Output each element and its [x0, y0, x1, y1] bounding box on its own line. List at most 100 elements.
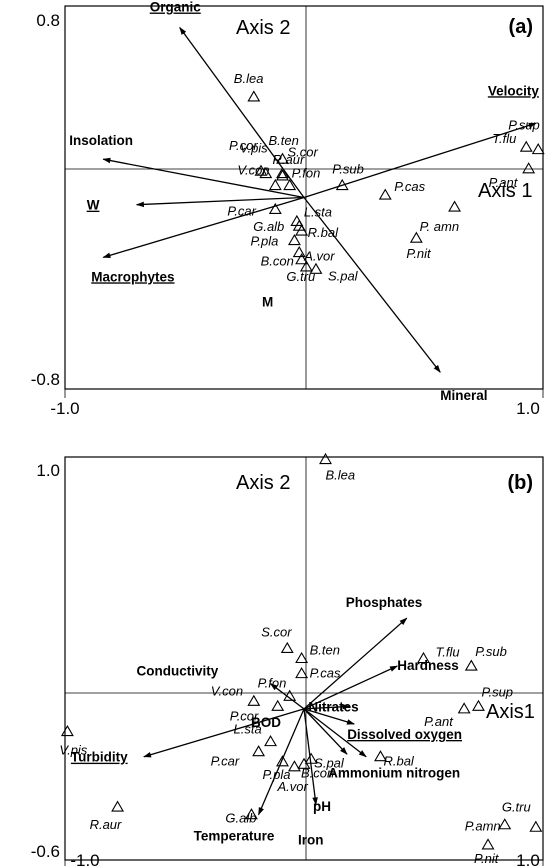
- panel-b-species-label-s-cor: S.cor: [261, 624, 292, 639]
- panel-a-species-point-b-lea: [247, 90, 261, 102]
- panel-b-species-point-p-ant: [457, 702, 471, 714]
- panel-a-frame: [64, 5, 544, 390]
- panel-b-label: (b): [507, 472, 533, 494]
- panel-b-species-label-p-cas: P.cas: [310, 666, 341, 681]
- panel-b-species-point-b-ten: [295, 651, 309, 664]
- panel-a-axis1-label: Axis 1: [478, 180, 532, 202]
- panel-a-vector-mineral: [303, 197, 441, 373]
- panel-b-species-label-b-con: B.con: [301, 765, 334, 780]
- panel-b-species-point-v-con: [247, 694, 261, 706]
- panel-b-vector-hardness: [303, 665, 398, 710]
- panel-a-species-label-b-ten: B.ten: [268, 133, 298, 148]
- panel-a-species-point-r-aur: [276, 169, 289, 181]
- panel-b-vector-conductivity: [269, 683, 305, 710]
- panel-b-species-label-v-pis: V.pis: [59, 743, 87, 758]
- panel-b-species-label-b-lea: B.lea: [326, 468, 356, 483]
- panel-a-species-point-v-pis: [259, 166, 273, 179]
- panel-b-species-label-p-amn: P.amn: [465, 819, 501, 834]
- panel-a-species-point-b-ten: [276, 152, 289, 164]
- panel-b-species-label-p-fon: P.fon: [258, 675, 287, 690]
- panel-a-species-label-s-cor: S.cor: [287, 145, 318, 160]
- panel-a-vector-label-insolation: Insolation: [69, 133, 133, 148]
- panel-b: -1.0 1.0 1.0 -0.6 Axis 2 Axis1 (b) Phosp…: [31, 452, 544, 868]
- panel-b-species-label-g-tru: G.tru: [502, 799, 531, 814]
- panel-a-species-label-v-con: V.con: [237, 163, 269, 178]
- panel-a-xtick-max: 1.0: [516, 399, 540, 418]
- panel-b-species-point-a-vor: [287, 760, 301, 772]
- panel-a-species-label-p-cor: P.cor: [229, 138, 258, 153]
- panel-a-species-point-p-nit: [409, 231, 423, 243]
- panel-b-species-label-p-ant: P.ant: [424, 714, 454, 729]
- panel-b-species-label-r-aur: R.aur: [90, 817, 122, 832]
- panel-b-species-label-b-ten: B.ten: [310, 643, 340, 658]
- panel-a-species-label-p-car: P.car: [227, 203, 256, 218]
- panel-b-species-point-p-cor: [271, 699, 285, 711]
- panel-b-species-point-g-alb: [244, 808, 258, 820]
- panel-a-species-label-p-sub: P.sub: [332, 162, 364, 177]
- panel-a-xtick-min: -1.0: [50, 399, 79, 418]
- panel-b-species-label-g-alb: G.alb: [225, 811, 256, 826]
- panel-a-species-label-a-vor: A.vor: [303, 249, 335, 264]
- panel-b-vector-label-iron: Iron: [298, 833, 324, 848]
- panel-b-species-label-a-vor: A.vor: [276, 779, 308, 794]
- panel-a-species-label-s-pal: S.pal: [328, 268, 359, 283]
- panel-a-species-label-g-alb: G.alb: [253, 219, 284, 234]
- panel-b-species-label-p-car: P.car: [211, 754, 240, 769]
- panel-a-species-point-p-cas: [378, 188, 392, 200]
- panel-a-vector-macrophytes: [102, 196, 305, 258]
- panel-b-vector-label-nitrates: Nitrates: [308, 699, 358, 714]
- panel-b-species-label-p-sup: P.sup: [481, 684, 513, 699]
- panel-b-species-point-t-flu: [417, 651, 430, 664]
- panel-b-xtick-max: 1.0: [516, 851, 540, 868]
- panel-b-species-point-r-bal: [374, 750, 387, 762]
- panel-a-species-label-r-bal: R.bal: [308, 225, 339, 240]
- panel-a-ytick-min: -0.8: [31, 370, 60, 389]
- panel-a-species-label-p-amn: P. amn: [420, 219, 460, 234]
- panel-a-species-point-p-fon: [283, 178, 297, 191]
- panel-a-species-label-p-pla: P.pla: [250, 234, 278, 249]
- panel-b-species-label-p-cor: P.cor: [230, 708, 259, 723]
- panel-a-species-point-p-sub: [335, 178, 349, 191]
- panel-b-vector-turbidity: [143, 708, 305, 758]
- panel-b-species-point-p-nit: [481, 838, 495, 850]
- panel-a-species-label-p-sup: P.sup: [508, 118, 540, 133]
- panel-a-ytick-max: 0.8: [36, 11, 60, 30]
- panel-a-vector-label-w: W: [87, 198, 100, 213]
- panel-a-species-label-g-tru: G.tru: [286, 269, 315, 284]
- panel-b-vectors: Phosphates Hardness Conductivity Nitrates BO…: [71, 595, 462, 847]
- panel-a-species-point-a-vor: [292, 245, 306, 258]
- panel-a-vector-label-macrophytes: Macrophytes: [91, 269, 174, 284]
- panel-b-species-label-p-pla: P.pla: [262, 767, 290, 782]
- panel-b-frame: [64, 456, 544, 861]
- panel-a-species-label-t-flu: T.flu: [492, 131, 516, 146]
- panel-b-species-point-b-con: [297, 757, 311, 769]
- panel-b-species-point-p-fon: [283, 689, 297, 701]
- panel-a-species-label-p-ant: P.ant: [489, 175, 519, 190]
- panel-b-species-point-p-car: [252, 745, 266, 757]
- panel-a-species-point-r-bal: [295, 224, 309, 236]
- panel-a-vector-velocity: [303, 122, 537, 199]
- panel-b-vector-label-phosphates: Phosphates: [346, 595, 423, 610]
- panel-a-species-point-p-car: [268, 202, 282, 215]
- panel-a-species-label-l-sta: L.sta: [304, 204, 332, 219]
- panel-b-vector-ph: [303, 708, 348, 755]
- panel-b-vector-label-temperature: Temperature: [194, 829, 275, 844]
- panel-a-species-label-r-aur: R.aur: [272, 152, 304, 167]
- panel-b-species-point-p-sup: [472, 699, 485, 711]
- panel-b-species-label-s-pal: S.pal: [314, 755, 345, 770]
- panel-b-axis1-label: Axis1: [486, 701, 535, 723]
- panel-b-vector-label-bod: BOD: [251, 715, 281, 730]
- panel-b-species-point-p-pla: [276, 755, 289, 767]
- panel-a-species-point-p-ant: [522, 162, 536, 174]
- panel-b-vector-phosphates: [303, 617, 408, 710]
- panel-b-vector-label-hardness: Hardness: [397, 658, 459, 673]
- panel-a-species-point-t-flu: [519, 140, 533, 152]
- panel-b-vector-dissolved-oxygen: [303, 708, 355, 725]
- panel-b-species-point-s-pal: [304, 752, 318, 764]
- panel-b-species-point-p-cas: [295, 667, 309, 679]
- panel-b-ytick-min: -0.6: [31, 842, 60, 861]
- panel-a-vector-w: [135, 196, 305, 208]
- panel-a-vector-label-organic: Organic: [150, 0, 202, 15]
